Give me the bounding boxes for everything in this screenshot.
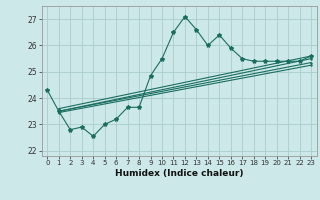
X-axis label: Humidex (Indice chaleur): Humidex (Indice chaleur): [115, 169, 244, 178]
